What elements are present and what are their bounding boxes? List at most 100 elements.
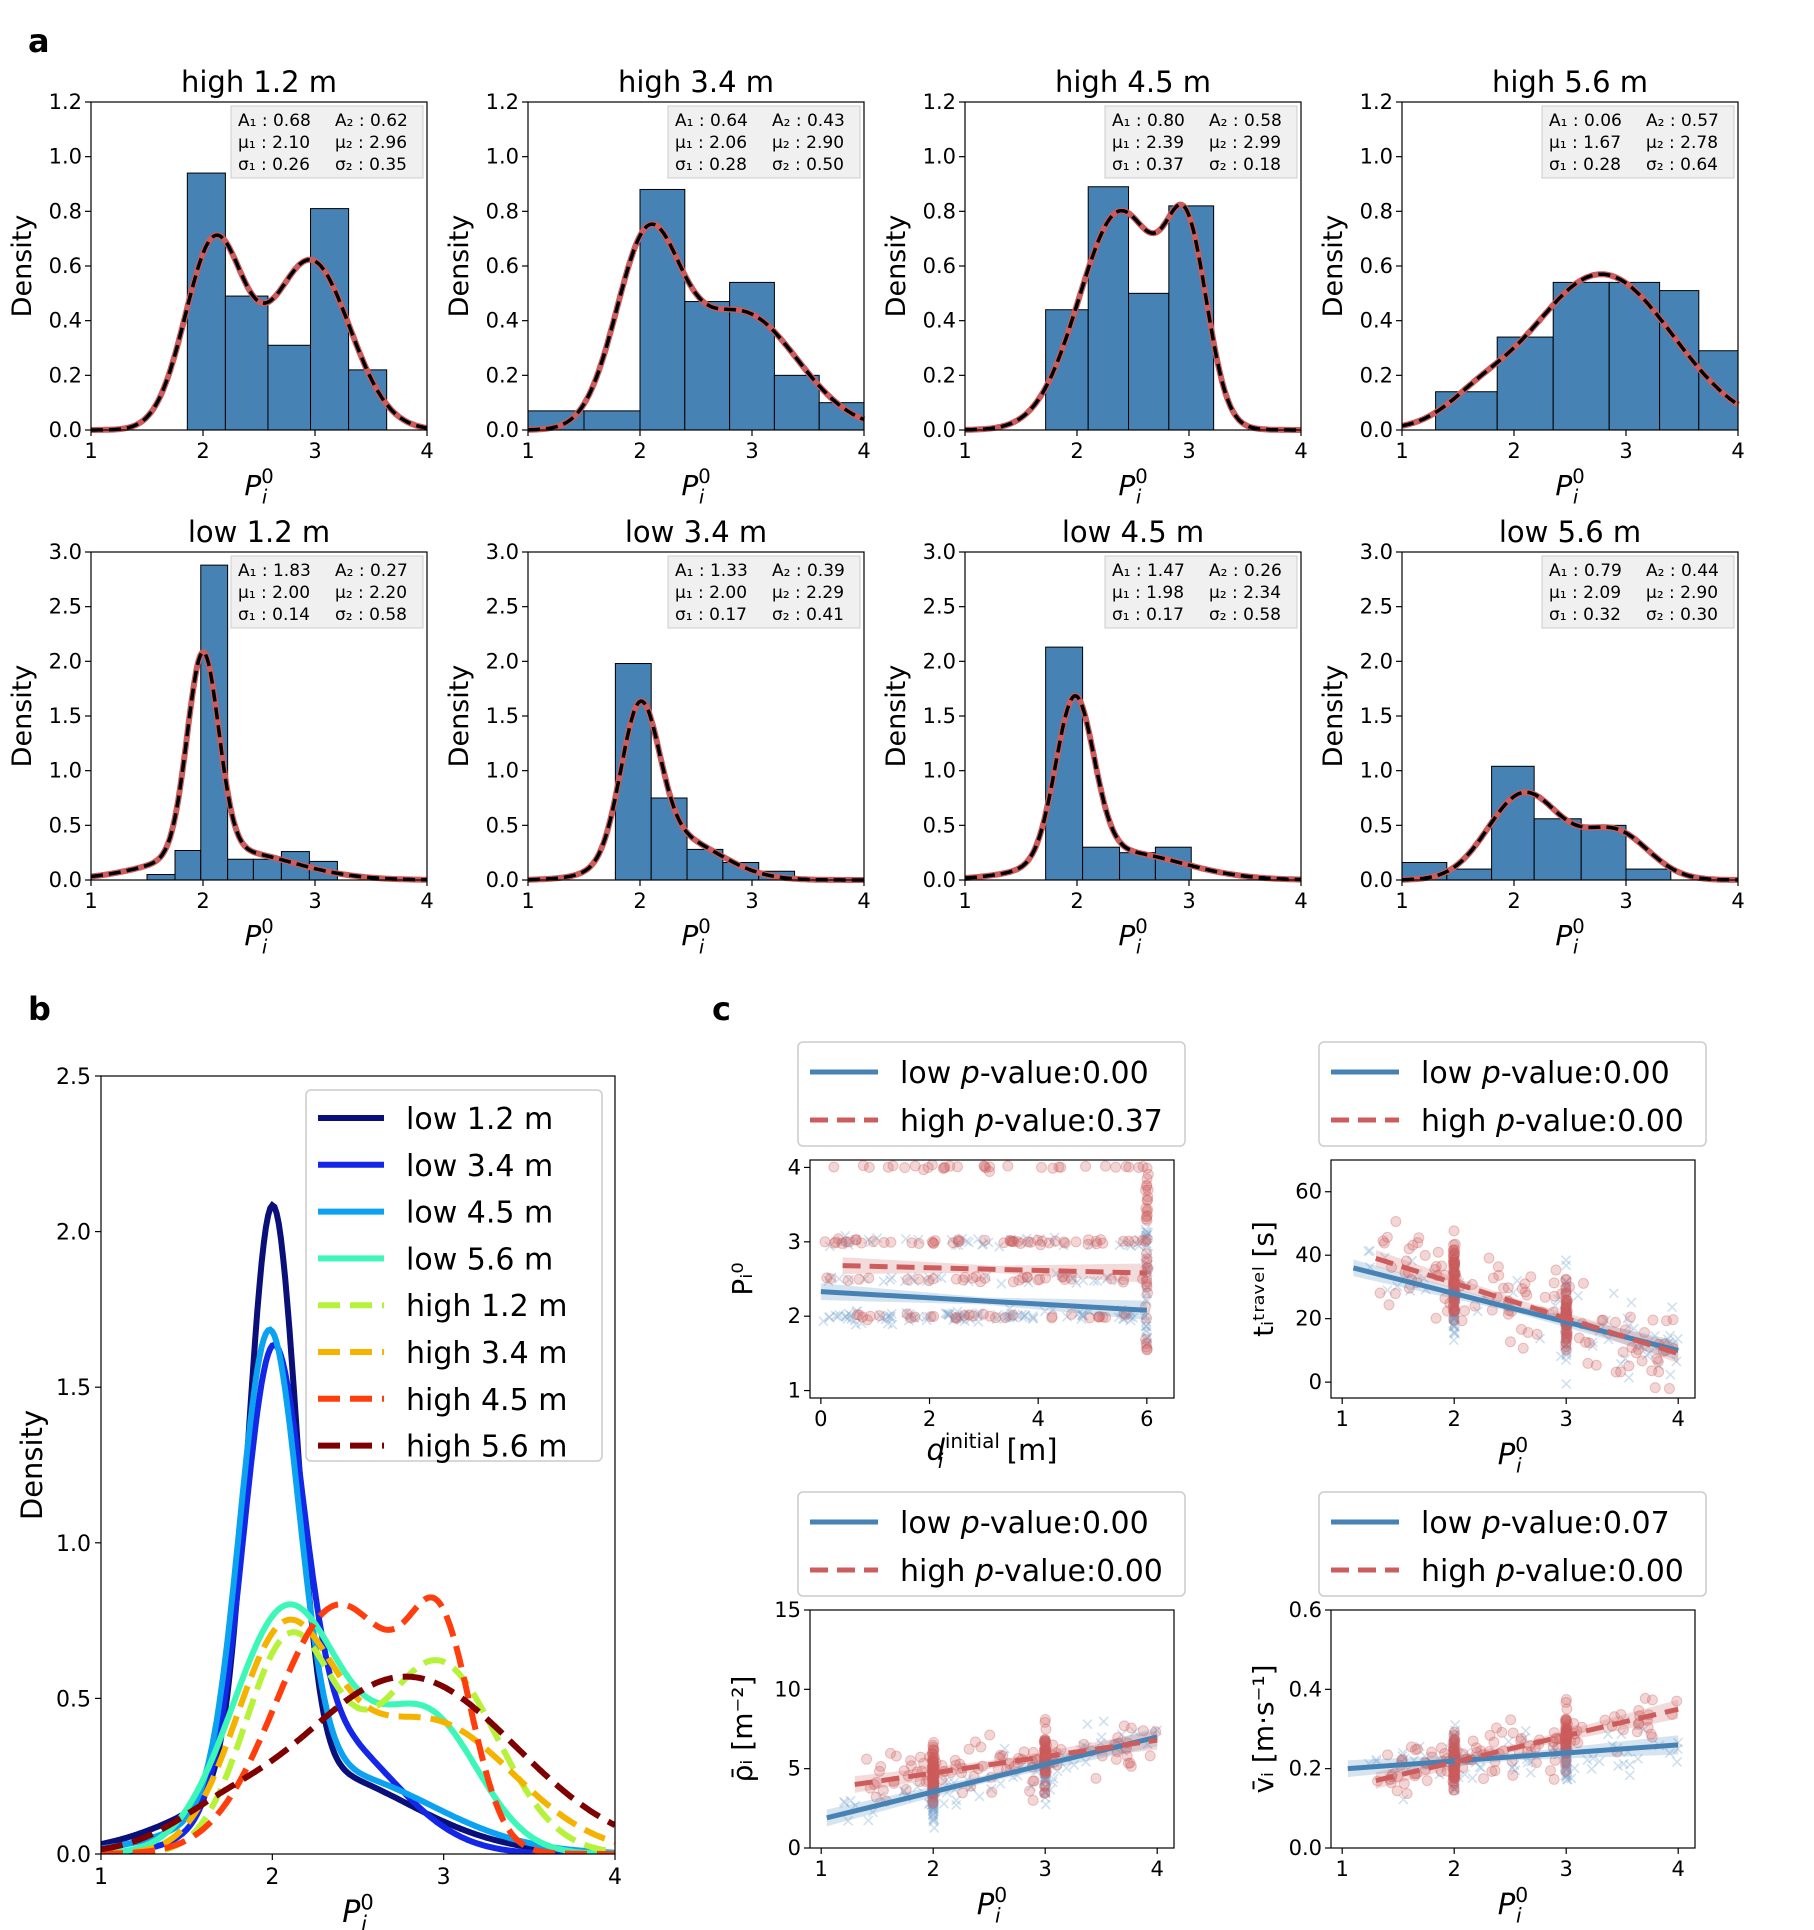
data-point-low [1561, 1758, 1572, 1769]
fit-parameter-label: σ₂ : 0.41 [772, 605, 844, 625]
data-point-low [1045, 1784, 1056, 1795]
data-point-low [1594, 1756, 1605, 1767]
data-point-high [1401, 1788, 1413, 1800]
data-point-high [1449, 1765, 1461, 1777]
kde-curve [963, 692, 1303, 883]
data-point-high [927, 1749, 939, 1761]
data-point-low [1004, 1312, 1015, 1323]
fit-parameter-label: μ₁ : 2.09 [1549, 583, 1621, 603]
data-point-low [928, 1816, 939, 1827]
data-point-low [1561, 1759, 1573, 1771]
data-point-high [927, 1741, 939, 1753]
data-point-high [969, 1736, 981, 1748]
data-point-low [1021, 1275, 1032, 1286]
fit-parameter-label: μ₂ : 2.96 [335, 133, 407, 153]
data-point-low [1561, 1763, 1573, 1774]
data-point-low [1561, 1756, 1572, 1767]
data-point-low [1561, 1287, 1572, 1298]
data-point-high [1448, 1767, 1460, 1779]
data-point-high [1449, 1734, 1461, 1746]
histogram-panel: 0.0 0.5 1.0 1.5 2.0 2.5 3.0 1 2 3 4 low 5.6 m Densit… [1318, 515, 1745, 958]
data-point-high [1577, 1277, 1589, 1289]
y-tick-label: 0 [788, 1836, 801, 1860]
histogram-title: low 1.2 m [188, 515, 330, 549]
data-point-high [821, 1272, 833, 1284]
y-tick-label: 5 [788, 1757, 801, 1781]
data-point-low [926, 1799, 937, 1811]
data-point-low [1560, 1300, 1571, 1311]
data-point-low [927, 1802, 939, 1813]
data-point-high [878, 1236, 890, 1248]
data-point-high [952, 1236, 964, 1248]
data-point-low [1448, 1766, 1459, 1777]
data-point-low [1561, 1323, 1572, 1334]
data-point-low [1582, 1754, 1593, 1766]
data-point-high [1140, 1213, 1152, 1225]
data-point-low [1448, 1738, 1459, 1749]
data-point-high [1448, 1225, 1460, 1237]
data-point-low [1141, 1326, 1152, 1338]
data-point-low [1560, 1302, 1571, 1314]
data-point-high [1449, 1305, 1461, 1317]
data-point-high [898, 1765, 910, 1777]
data-point-high [1448, 1777, 1460, 1789]
data-point-low [927, 1805, 938, 1816]
data-point-high [1097, 1311, 1109, 1323]
data-point-low [840, 1311, 851, 1322]
data-point-low [1448, 1327, 1460, 1339]
y-tick-label: 0.4 [1289, 1677, 1322, 1701]
legend-label: low p-value:0.00 [900, 1056, 1149, 1091]
data-point-low [921, 1275, 932, 1286]
data-point-low [845, 1795, 856, 1806]
data-point-high [928, 1761, 940, 1773]
data-point-low [1561, 1350, 1572, 1361]
data-point-high [1560, 1294, 1572, 1306]
data-point-high [1140, 1337, 1152, 1349]
data-point-high [951, 1161, 963, 1173]
y-tick-label: 1.0 [486, 145, 519, 169]
x-tick-label: 1 [1336, 1407, 1349, 1431]
data-point-low [927, 1799, 938, 1810]
data-point-low [1113, 1312, 1124, 1323]
data-point-high [1058, 1236, 1070, 1248]
data-point-low [1074, 1307, 1085, 1318]
data-point-high [1624, 1311, 1636, 1323]
fit-parameter-label: A₁ : 0.64 [675, 111, 748, 131]
data-point-high [1649, 1382, 1661, 1394]
data-point-high [927, 1761, 939, 1773]
fit-parameter-label: σ₁ : 0.28 [675, 155, 747, 175]
data-point-high [882, 1161, 894, 1173]
data-point-low [1561, 1339, 1572, 1350]
data-point-low [1041, 1776, 1052, 1787]
data-point-low [1133, 1240, 1144, 1251]
data-point-low [909, 1276, 920, 1287]
data-point-low [1448, 1766, 1459, 1777]
data-point-low [1040, 1739, 1051, 1750]
data-point-high [1441, 1305, 1453, 1317]
data-point-low [928, 1808, 939, 1819]
data-point-high [1447, 1775, 1459, 1787]
data-point-low [1450, 1262, 1461, 1273]
data-point-high [1447, 1300, 1459, 1312]
data-point-high [1449, 1244, 1461, 1256]
data-point-low [1560, 1763, 1572, 1775]
data-point-high [949, 1754, 961, 1766]
data-point-high [1004, 1235, 1016, 1247]
data-point-high [832, 1233, 844, 1245]
data-point-low [1449, 1264, 1460, 1275]
data-point-low [1040, 1782, 1052, 1793]
data-point-low [1561, 1298, 1572, 1309]
data-point-low [941, 1308, 953, 1319]
data-point-low [1448, 1249, 1459, 1260]
data-point-low [841, 1311, 852, 1322]
data-point-high [953, 1235, 965, 1247]
data-point-high [1008, 1236, 1020, 1248]
data-point-low [1040, 1744, 1051, 1755]
fit-parameters-box [667, 555, 861, 629]
data-point-low [1449, 1260, 1460, 1271]
data-point-low [818, 1316, 829, 1327]
data-point-low [865, 1237, 876, 1248]
data-point-high [1449, 1734, 1461, 1746]
data-point-low [953, 1240, 964, 1251]
panel-label-b: b [28, 990, 51, 1028]
